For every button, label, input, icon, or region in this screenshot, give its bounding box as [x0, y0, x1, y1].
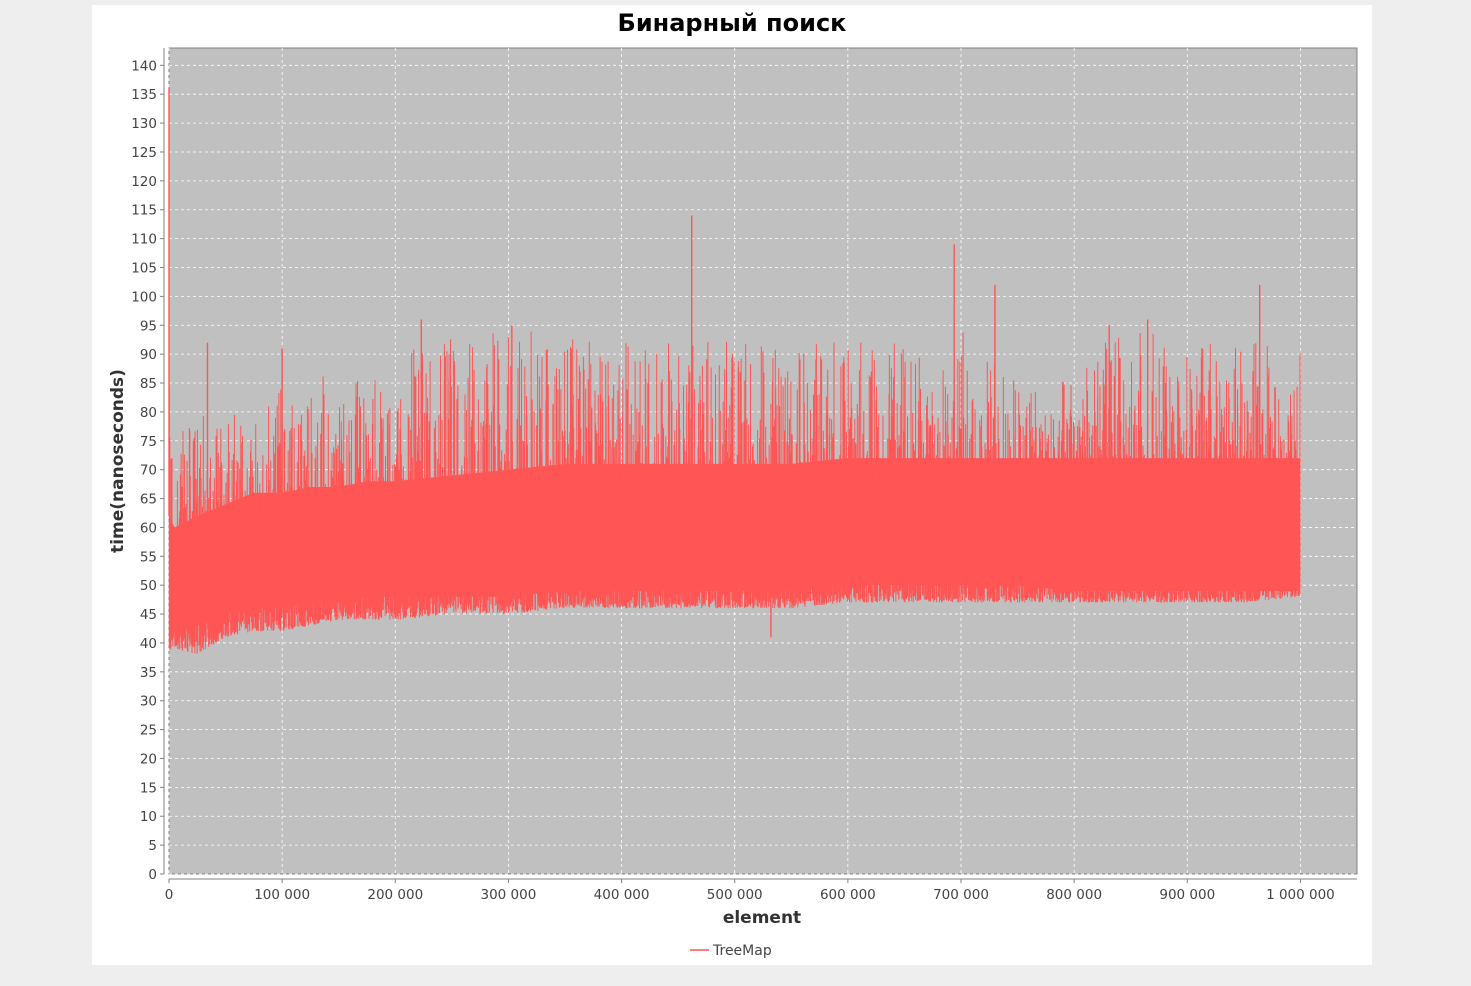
y-tick-label: 100: [131, 289, 157, 305]
y-tick-label: 105: [131, 260, 157, 276]
x-tick-label: 300 000: [481, 887, 537, 903]
y-axis-label: time(nanoseconds): [108, 369, 128, 553]
x-tick-label: 0: [165, 887, 174, 903]
y-tick-label: 55: [140, 549, 157, 565]
y-tick-label: 50: [140, 578, 157, 594]
y-tick-label: 5: [148, 838, 157, 854]
y-tick-label: 0: [148, 867, 157, 883]
x-tick-label: 700 000: [933, 887, 989, 903]
y-tick-label: 140: [131, 58, 157, 74]
x-tick-label: 500 000: [707, 887, 763, 903]
y-tick-label: 110: [131, 232, 157, 248]
y-tick-label: 75: [140, 434, 157, 450]
series-treemap: [168, 88, 1301, 654]
chart-panel: Бинарный поиск 0 100 000 200 000 300 000 400…: [92, 5, 1372, 965]
x-tick-labels: 0 100 000 200 000 300 000 400 000 500 000 600 …: [165, 887, 1335, 903]
y-tick-label: 125: [131, 145, 157, 161]
y-tick-label: 45: [140, 607, 157, 623]
y-tick-labels: 0 5 10 15 20 25 30 35 40 45 50 55 60 65 70 75 80 85 90 95 10…: [131, 58, 157, 883]
y-tick-label: 130: [131, 116, 157, 132]
chart-title: Бинарный поиск: [618, 9, 847, 37]
y-tick-label: 70: [140, 463, 157, 479]
y-tick-label: 30: [140, 694, 157, 710]
y-tick-label: 80: [140, 405, 157, 421]
y-tick-label: 10: [140, 809, 157, 825]
axes: [160, 48, 1357, 883]
y-tick-label: 120: [131, 174, 157, 190]
y-tick-label: 35: [140, 665, 157, 681]
x-tick-label: 600 000: [820, 887, 876, 903]
y-tick-label: 15: [140, 780, 157, 796]
x-tick-label: 400 000: [594, 887, 650, 903]
y-tick-label: 65: [140, 492, 157, 508]
chart-svg: Бинарный поиск 0 100 000 200 000 300 000 400…: [108, 9, 1358, 959]
y-tick-label: 60: [140, 520, 157, 536]
series-line-treemap: [168, 331, 1301, 654]
legend-label-treemap: TreeMap: [712, 943, 772, 959]
x-tick-label: 100 000: [254, 887, 310, 903]
y-tick-label: 95: [140, 318, 157, 334]
x-tick-label: 200 000: [367, 887, 423, 903]
y-tick-label: 40: [140, 636, 157, 652]
x-tick-label: 1 000 000: [1266, 887, 1335, 903]
x-tick-label: 800 000: [1046, 887, 1102, 903]
y-tick-label: 85: [140, 376, 157, 392]
x-axis-label: element: [723, 908, 801, 928]
y-tick-label: 20: [140, 751, 157, 767]
y-tick-label: 115: [131, 203, 157, 219]
x-tick-label: 900 000: [1159, 887, 1215, 903]
y-tick-label: 135: [131, 87, 157, 103]
y-tick-label: 90: [140, 347, 157, 363]
legend: TreeMap: [690, 943, 772, 959]
y-tick-label: 25: [140, 723, 157, 739]
